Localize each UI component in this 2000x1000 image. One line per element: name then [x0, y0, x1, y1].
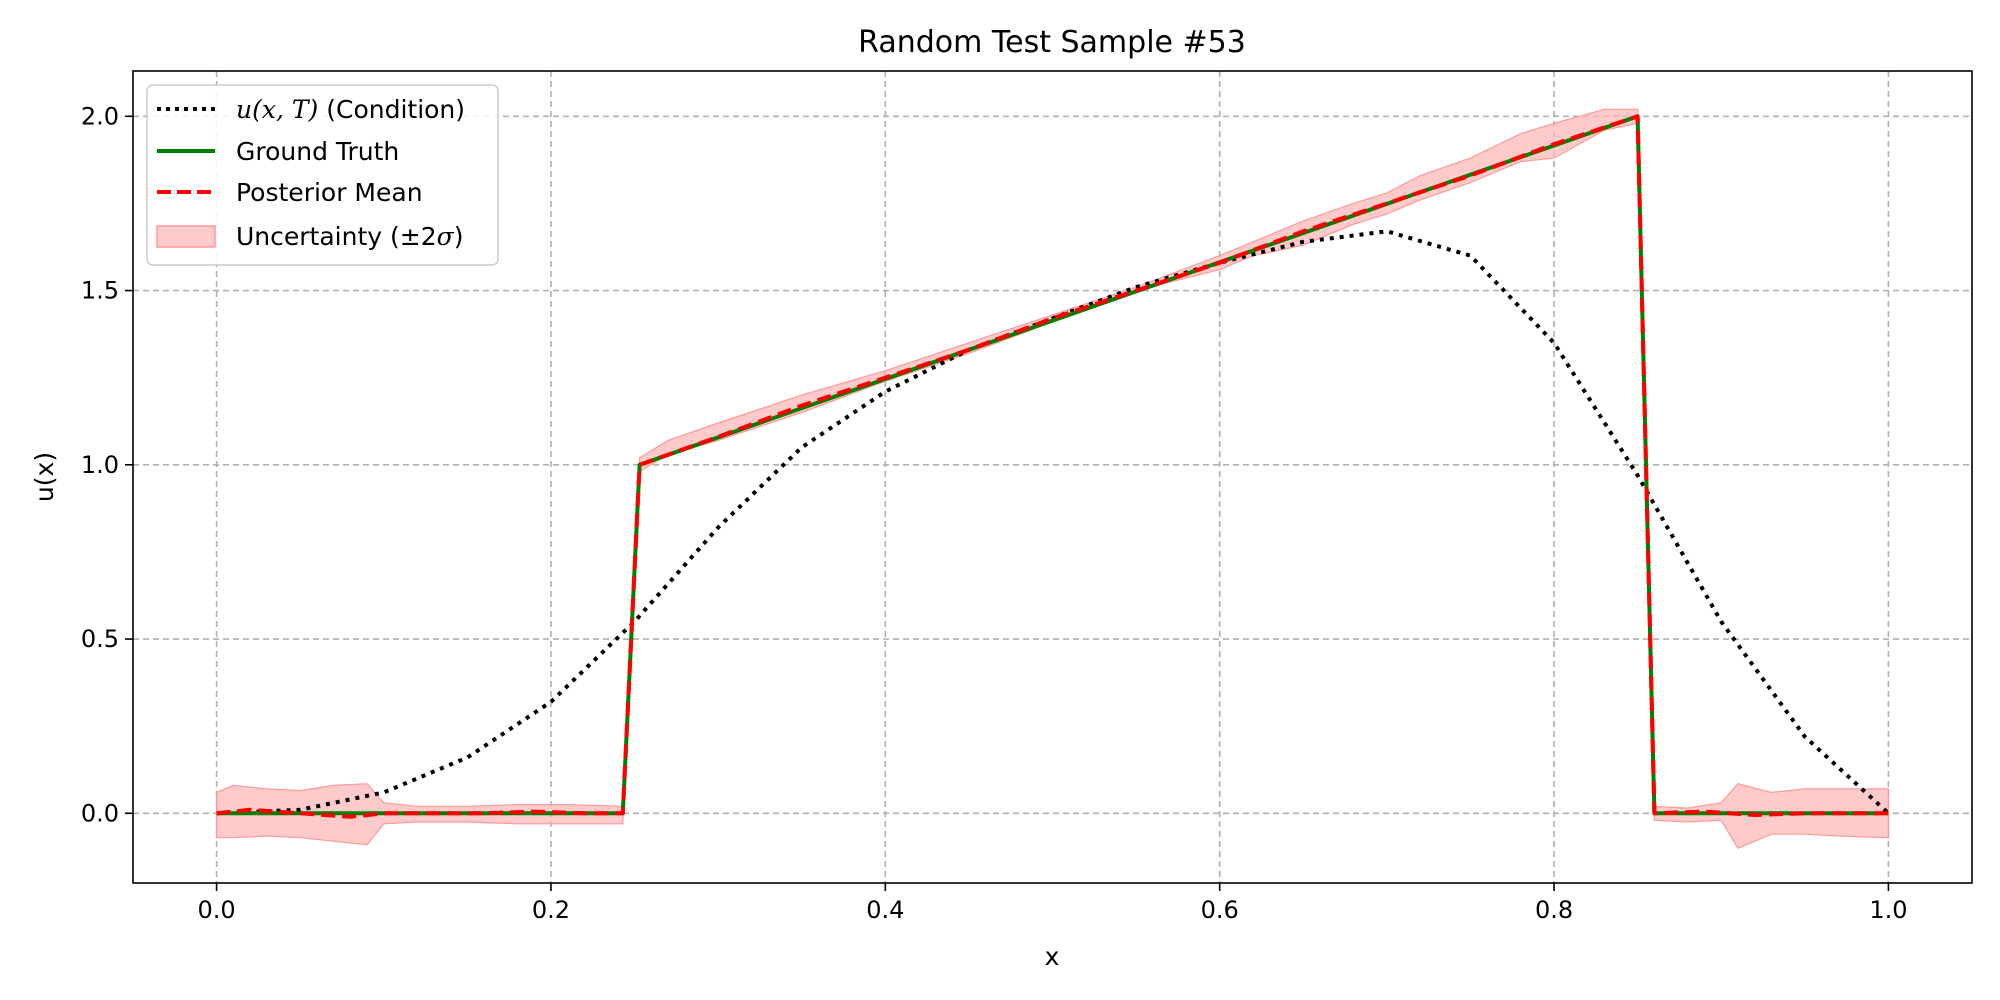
x-tick-label: 0.6 [1201, 896, 1239, 924]
y-axis-label: u(x) [30, 452, 59, 502]
legend-entry-condition: u(x, T) (Condition) [236, 95, 465, 124]
legend-uncertainty-prefix: Uncertainty (±2 [236, 222, 437, 251]
y-tick-label: 0.5 [81, 625, 119, 653]
y-tick-label: 1.0 [81, 451, 119, 479]
legend-entry-posterior-mean: Posterior Mean [236, 178, 423, 207]
y-tick-label: 0.0 [81, 799, 119, 827]
y-axis-ticks: 0.0 0.5 1.0 1.5 2.0 [81, 102, 133, 827]
x-tick-label: 0.4 [866, 896, 904, 924]
x-tick-label: 0.0 [198, 896, 236, 924]
legend-uncertainty-suffix: ) [454, 222, 464, 251]
x-axis-ticks: 0.0 0.2 0.4 0.6 0.8 1.0 [198, 883, 1908, 924]
x-tick-label: 1.0 [1869, 896, 1907, 924]
chart-title: Random Test Sample #53 [858, 25, 1246, 60]
legend-entry-ground-truth: Ground Truth [236, 137, 399, 166]
legend-swatch-uncertainty [157, 226, 215, 247]
legend-condition-math: u(x, T) [236, 95, 318, 124]
x-axis-label: x [1045, 942, 1060, 971]
legend-condition-suffix: (Condition) [318, 95, 465, 124]
x-tick-label: 0.8 [1535, 896, 1573, 924]
y-tick-label: 1.5 [81, 277, 119, 305]
y-tick-label: 2.0 [81, 102, 119, 130]
legend: u(x, T) (Condition) Ground Truth Posteri… [147, 85, 498, 265]
legend-entry-uncertainty: Uncertainty (±2σ) [236, 222, 463, 251]
legend-uncertainty-sigma: σ [437, 222, 455, 251]
x-tick-label: 0.2 [532, 896, 570, 924]
